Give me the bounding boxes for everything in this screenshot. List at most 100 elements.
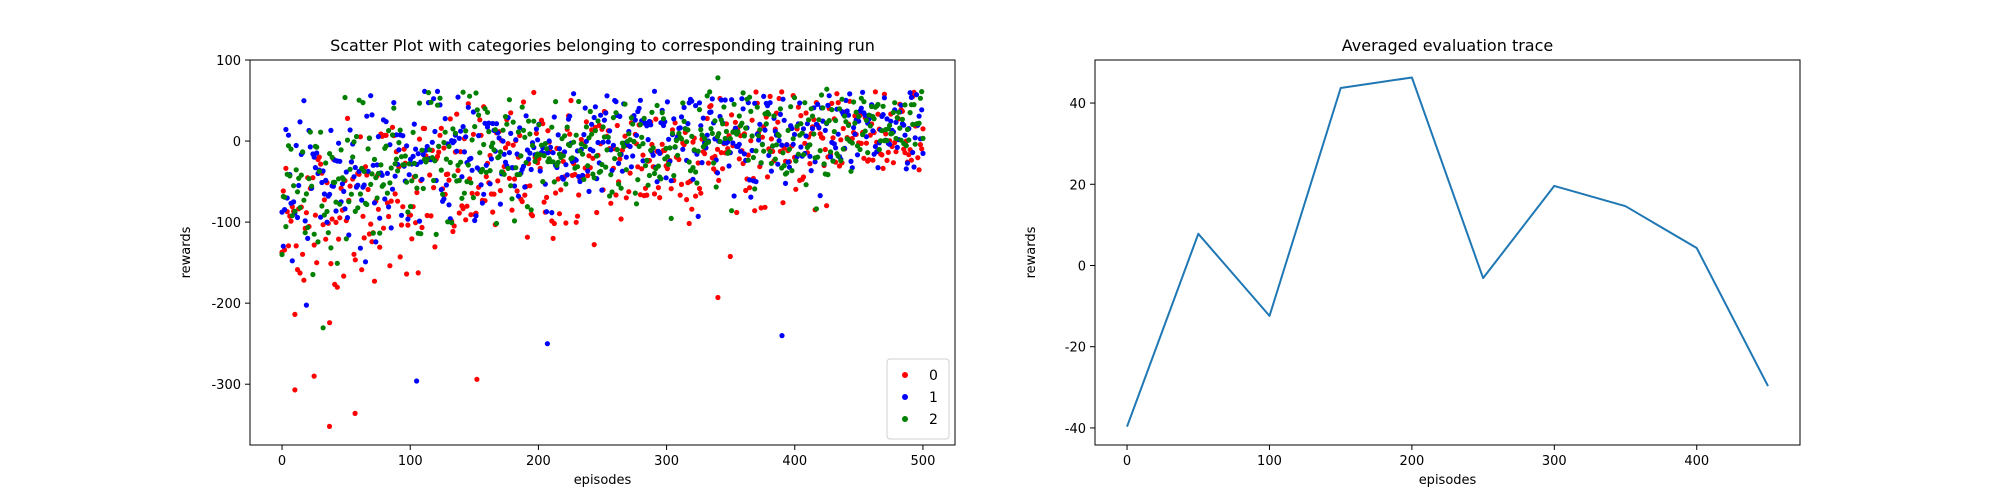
scatter-point	[505, 141, 511, 147]
scatter-point	[640, 141, 646, 147]
scatter-point	[380, 182, 387, 188]
scatter-point	[651, 191, 658, 197]
scatter-point	[337, 215, 343, 221]
scatter-point	[798, 121, 804, 127]
scatter-point	[617, 151, 623, 157]
scatter-point	[294, 214, 301, 221]
scatter-point	[816, 117, 822, 123]
scatter-point	[414, 185, 420, 191]
scatter-point	[348, 191, 354, 197]
scatter-point	[542, 141, 548, 147]
scatter-point	[610, 115, 617, 121]
scatter-point	[553, 190, 559, 196]
scatter-point	[387, 263, 393, 269]
scatter-point	[555, 159, 561, 165]
scatter-point	[280, 188, 286, 194]
scatter-point	[456, 210, 462, 216]
scatter-point	[848, 168, 854, 174]
scatter-point	[328, 245, 334, 251]
scatter-point	[455, 167, 461, 174]
scatter-point	[396, 147, 402, 153]
x-tick-label: 0	[278, 454, 286, 469]
scatter-point	[343, 236, 349, 242]
scatter-point	[590, 148, 596, 154]
scatter-point	[523, 113, 529, 119]
scatter-point	[709, 96, 715, 102]
scatter-point	[371, 156, 378, 162]
scatter-point	[627, 137, 633, 143]
scatter-point	[696, 100, 703, 106]
scatter-point	[583, 119, 590, 125]
scatter-point	[599, 187, 605, 193]
scatter-point	[668, 178, 674, 184]
scatter-point	[849, 140, 855, 146]
scatter-point	[791, 131, 798, 138]
scatter-point	[445, 219, 451, 225]
scatter-point	[803, 110, 809, 116]
scatter-point	[586, 188, 592, 194]
scatter-point	[329, 216, 335, 222]
scatter-point	[608, 147, 614, 153]
scatter-point	[668, 215, 674, 221]
scatter-point	[817, 148, 823, 154]
legend: 0 1 2	[886, 358, 950, 440]
scatter-point	[327, 320, 333, 326]
scatter-point	[906, 137, 912, 143]
scatter-point	[431, 177, 437, 184]
scatter-point	[698, 190, 704, 196]
scatter-point	[613, 192, 619, 198]
scatter-point	[586, 153, 592, 159]
scatter-point	[502, 114, 509, 120]
scatter-point	[470, 109, 476, 115]
scatter-point	[583, 124, 590, 130]
scatter-point	[316, 154, 322, 160]
scatter-point	[333, 208, 339, 214]
scatter-point	[303, 191, 309, 197]
scatter-point	[678, 114, 685, 120]
scatter-point	[383, 132, 389, 138]
scatter-point	[689, 206, 695, 212]
scatter-point	[628, 115, 635, 121]
scatter-point	[723, 128, 730, 135]
scatter-point	[714, 170, 721, 176]
scatter-point	[544, 341, 551, 347]
scatter-point	[915, 155, 921, 161]
scatter-point	[695, 213, 701, 219]
scatter-point	[406, 172, 412, 178]
scatter-point	[808, 106, 814, 112]
scatter-point	[383, 143, 389, 149]
scatter-point	[748, 194, 754, 200]
scatter-point	[641, 115, 647, 121]
scatter-point	[333, 199, 339, 205]
scatter-point	[329, 154, 335, 160]
scatter-point	[745, 152, 751, 158]
scatter-point	[704, 115, 710, 122]
scatter-point	[283, 224, 289, 230]
scatter-point	[626, 189, 632, 195]
scatter-point	[556, 211, 563, 217]
scatter-point	[309, 183, 315, 189]
y-tick-label: -200	[211, 297, 241, 312]
scatter-point	[690, 165, 696, 171]
scatter-point	[416, 136, 423, 142]
scatter-point	[581, 176, 587, 182]
scatter-point	[775, 119, 781, 125]
scatter-point	[425, 90, 432, 96]
scatter-point	[678, 181, 685, 187]
scatter-point	[297, 119, 303, 125]
scatter-point	[441, 145, 447, 151]
scatter-point	[589, 121, 595, 127]
scatter-point	[613, 110, 619, 116]
scatter-point	[558, 187, 564, 193]
scatter-point	[853, 109, 859, 115]
scatter-point	[366, 135, 372, 141]
scatter-point	[319, 179, 325, 186]
scatter-point	[368, 181, 374, 187]
scatter-point	[386, 128, 392, 134]
scatter-point	[509, 196, 515, 202]
scatter-point	[913, 92, 920, 98]
scatter-point	[389, 132, 396, 138]
scatter-point	[730, 140, 736, 146]
scatter-point	[484, 124, 491, 130]
scatter-point	[867, 123, 873, 129]
